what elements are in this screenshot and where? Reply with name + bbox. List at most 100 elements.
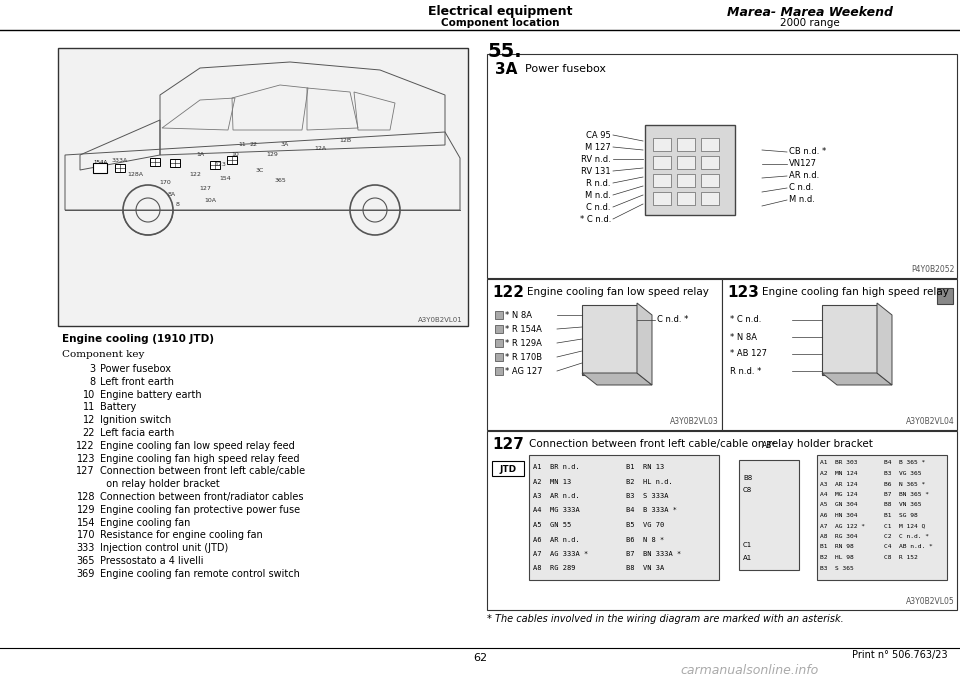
Text: 128A: 128A [127, 172, 143, 178]
Bar [677, 174, 695, 187]
Text: B1  SG 98: B1 SG 98 [884, 513, 918, 518]
Text: 122: 122 [189, 172, 201, 178]
Polygon shape [582, 373, 652, 385]
Text: Connection between front left cable/cable: Connection between front left cable/cabl… [100, 466, 305, 477]
Text: 123: 123 [77, 454, 95, 464]
Text: 170: 170 [159, 180, 171, 184]
Text: 12: 12 [83, 415, 95, 425]
Text: Pressostato a 4 livelli: Pressostato a 4 livelli [100, 556, 204, 566]
Text: 22: 22 [249, 142, 257, 148]
Bar [701, 192, 719, 205]
Text: 1A: 1A [196, 153, 204, 157]
Text: M n.d.: M n.d. [789, 195, 815, 205]
Text: 8: 8 [89, 377, 95, 387]
Bar [495, 339, 503, 347]
Text: Injection control unit (JTD): Injection control unit (JTD) [100, 543, 228, 553]
Bar [487, 54, 957, 278]
Text: B2  HL 98: B2 HL 98 [820, 555, 853, 560]
Bar [722, 279, 957, 430]
Text: * N 8A: * N 8A [505, 311, 532, 319]
Bar [701, 174, 719, 187]
Text: C8: C8 [743, 487, 753, 493]
Text: Connection between front left cable/cable on relay holder bracket: Connection between front left cable/cabl… [529, 439, 873, 449]
Text: A3Y0B2VL05: A3Y0B2VL05 [906, 597, 955, 606]
Text: B3  VG 365: B3 VG 365 [884, 471, 922, 476]
Text: P4Y0B2052: P4Y0B2052 [912, 265, 955, 274]
Text: 12A: 12A [314, 146, 326, 151]
Text: CA 95: CA 95 [587, 130, 611, 140]
Polygon shape [822, 373, 892, 385]
Text: R n.d.: R n.d. [587, 178, 611, 188]
Bar [653, 192, 671, 205]
Text: B8  VN 365: B8 VN 365 [884, 502, 922, 508]
Text: Electrical equipment: Electrical equipment [428, 5, 572, 18]
Text: Left facia earth: Left facia earth [100, 428, 175, 438]
Bar [492, 461, 524, 476]
Text: Engine cooling fan: Engine cooling fan [100, 517, 190, 527]
Text: A3  AR n.d.: A3 AR n.d. [533, 493, 580, 499]
Bar [937, 288, 953, 304]
Text: A4  MG 333A: A4 MG 333A [533, 508, 580, 513]
Polygon shape [637, 303, 652, 385]
Bar [170, 159, 180, 167]
Text: Battery: Battery [100, 403, 136, 412]
Text: on relay holder bracket: on relay holder bracket [100, 479, 220, 490]
Text: A1  BR n.d.: A1 BR n.d. [533, 464, 580, 470]
Text: 10: 10 [231, 153, 239, 157]
Text: CB n.d. *: CB n.d. * [789, 148, 827, 157]
Text: A3  AR 124: A3 AR 124 [820, 481, 857, 487]
Text: B4  B 333A *: B4 B 333A * [626, 508, 677, 513]
Text: A5  GN 304: A5 GN 304 [820, 502, 857, 508]
Text: B4  B 365 *: B4 B 365 * [884, 460, 925, 466]
Text: M n.d.: M n.d. [586, 191, 611, 199]
Text: 10A: 10A [204, 197, 216, 203]
Text: A1  BR 303: A1 BR 303 [820, 460, 857, 466]
Text: Ignition switch: Ignition switch [100, 415, 171, 425]
Text: * The cables involved in the wiring diagram are marked with an asterisk.: * The cables involved in the wiring diag… [487, 614, 844, 624]
Text: B7  BN 365 *: B7 BN 365 * [884, 492, 929, 497]
Bar [210, 161, 220, 169]
Text: 170: 170 [77, 530, 95, 540]
Bar [115, 164, 125, 172]
Text: Engine cooling fan low speed relay feed: Engine cooling fan low speed relay feed [100, 441, 295, 451]
Text: B1  RN 98: B1 RN 98 [820, 544, 853, 549]
Text: * N 8A: * N 8A [730, 332, 757, 342]
Text: Component key: Component key [62, 350, 144, 359]
Bar [701, 156, 719, 169]
Text: * AB 127: * AB 127 [730, 349, 767, 359]
Text: C n.d.: C n.d. [587, 203, 611, 212]
Text: Connection between front/radiator cables: Connection between front/radiator cables [100, 492, 303, 502]
Text: C n.d.: C n.d. [789, 184, 813, 193]
Text: B8  VN 3A: B8 VN 3A [626, 565, 664, 572]
Text: B6  N 8 *: B6 N 8 * [626, 536, 664, 542]
Text: B2  HL n.d.: B2 HL n.d. [626, 479, 673, 485]
Text: C8  R 152: C8 R 152 [884, 555, 918, 560]
Bar [227, 156, 237, 164]
Text: A7  AG 122 *: A7 AG 122 * [820, 523, 865, 528]
Text: A8  RG 289: A8 RG 289 [533, 565, 575, 572]
Text: 333A: 333A [112, 157, 128, 163]
Text: 8A: 8A [168, 193, 176, 197]
Text: 11: 11 [238, 142, 246, 148]
Text: 3A: 3A [281, 142, 289, 148]
Text: C2  C n.d. *: C2 C n.d. * [884, 534, 929, 539]
Text: A6  AR n.d.: A6 AR n.d. [533, 536, 580, 542]
Text: 365: 365 [77, 556, 95, 566]
Bar [93, 163, 107, 173]
Text: 365: 365 [275, 178, 286, 182]
Bar [653, 156, 671, 169]
Text: 369: 369 [77, 569, 95, 579]
Bar [653, 174, 671, 187]
Text: 154A: 154A [93, 159, 108, 165]
Text: M 127: M 127 [586, 142, 611, 151]
Bar [677, 192, 695, 205]
Text: C n.d. *: C n.d. * [657, 315, 688, 325]
Text: 127: 127 [199, 186, 211, 191]
Text: Power fusebox: Power fusebox [525, 64, 606, 74]
Text: B6  N 365 *: B6 N 365 * [884, 481, 925, 487]
Polygon shape [877, 303, 892, 385]
Bar [582, 305, 637, 375]
Text: A6  HN 304: A6 HN 304 [820, 513, 857, 518]
Bar [817, 455, 947, 580]
Bar [487, 279, 722, 430]
